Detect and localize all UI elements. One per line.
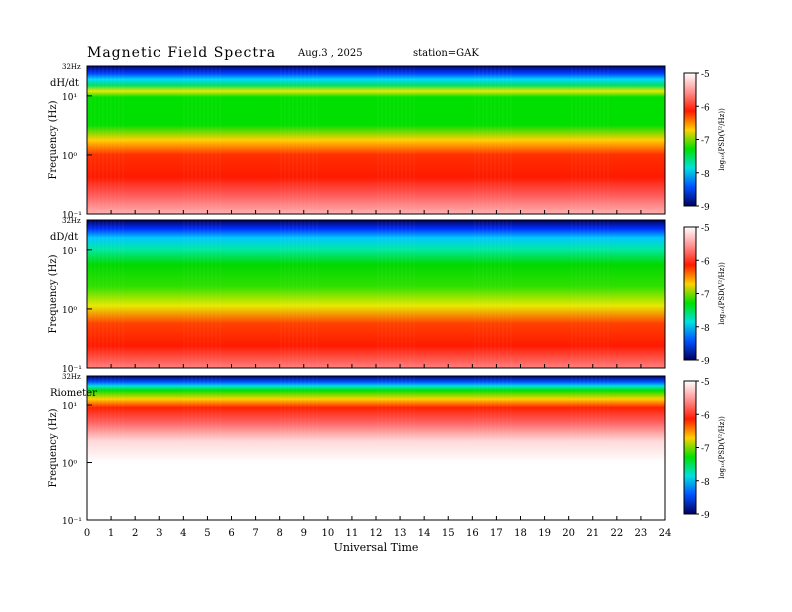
x-tick-label: 2 — [132, 528, 138, 539]
colorbar — [683, 72, 697, 207]
x-tick-label: 19 — [538, 528, 551, 539]
x-tick-label: 3 — [156, 528, 162, 539]
colorbar-tick-label: -5 — [701, 378, 710, 388]
colorbar-tick-label: -5 — [701, 70, 710, 80]
x-tick-label: 9 — [301, 528, 307, 539]
x-axis-label: Universal Time — [334, 541, 419, 554]
colorbar-tick-label: -9 — [701, 511, 710, 521]
x-tick-label: 5 — [204, 528, 210, 539]
x-tick-label: 7 — [252, 528, 258, 539]
x-tick-label: 13 — [394, 528, 407, 539]
heatmap-1 — [87, 220, 665, 368]
colorbar-tick-label: -6 — [701, 257, 710, 267]
colorbar-tick-label: -8 — [701, 324, 710, 334]
top-tick-label: 32Hz — [62, 217, 81, 225]
x-tick-label: 0 — [84, 528, 90, 539]
colorbar — [683, 380, 697, 515]
y-tick-label: 10⁰ — [62, 306, 77, 316]
y-tick-label: 10¹ — [62, 402, 77, 412]
panel-label: dH/dt — [50, 78, 79, 89]
top-tick-label: 32Hz — [62, 63, 81, 71]
colorbar-label: log₁₀(PSD(V²/Hz)) — [718, 416, 726, 479]
y-axis-label: Frequency (Hz) — [48, 254, 59, 333]
x-tick-label: 12 — [370, 528, 383, 539]
y-tick-label: 10⁰ — [62, 152, 77, 162]
x-tick-label: 20 — [562, 528, 575, 539]
heatmap-0 — [87, 66, 665, 214]
y-axis-label: Frequency (Hz) — [48, 408, 59, 487]
x-tick-label: 21 — [586, 528, 599, 539]
y-tick-label: 10¹ — [62, 247, 77, 257]
chart-title: Magnetic Field Spectra — [87, 45, 277, 61]
y-tick-label: 10⁻¹ — [62, 365, 82, 375]
x-tick-label: 14 — [418, 528, 431, 539]
colorbar-tick-label: -7 — [701, 445, 710, 455]
colorbar-label: log₁₀(PSD(V²/Hz)) — [718, 262, 726, 325]
x-tick-label: 24 — [659, 528, 672, 539]
panel-label: Riometer — [50, 388, 97, 399]
station-label: station=GAK — [413, 48, 479, 59]
x-tick-label: 10 — [321, 528, 334, 539]
x-tick-label: 11 — [346, 528, 359, 539]
colorbar-tick-label: -7 — [701, 291, 710, 301]
x-tick-label: 6 — [228, 528, 234, 539]
colorbar-tick-label: -9 — [701, 357, 710, 367]
colorbar-tick-label: -6 — [701, 103, 710, 113]
colorbar-label: log₁₀(PSD(V²/Hz)) — [718, 108, 726, 171]
colorbar-tick-label: -6 — [701, 411, 710, 421]
colorbar-tick-label: -9 — [701, 203, 710, 213]
colorbar-tick-label: -7 — [701, 137, 710, 147]
x-tick-label: 15 — [442, 528, 455, 539]
y-tick-label: 10⁰ — [62, 460, 77, 470]
colorbar-tick-label: -5 — [701, 224, 710, 234]
x-tick-label: 4 — [180, 528, 186, 539]
x-tick-label: 8 — [276, 528, 282, 539]
date-label: Aug.3 , 2025 — [298, 48, 363, 59]
x-tick-label: 17 — [490, 528, 503, 539]
heatmap-2 — [87, 376, 665, 520]
colorbar-tick-label: -8 — [701, 478, 710, 488]
colorbar-tick-label: -8 — [701, 170, 710, 180]
y-tick-label: 10¹ — [62, 93, 77, 103]
top-tick-label: 32Hz — [62, 373, 81, 381]
x-tick-label: 18 — [514, 528, 527, 539]
x-tick-label: 1 — [108, 528, 114, 539]
panel-label: dD/dt — [50, 232, 78, 243]
x-tick-label: 23 — [635, 528, 648, 539]
colorbar — [683, 226, 697, 361]
y-tick-label: 10⁻¹ — [62, 211, 82, 221]
x-tick-label: 16 — [466, 528, 479, 539]
x-tick-label: 22 — [610, 528, 623, 539]
y-tick-label: 10⁻¹ — [62, 517, 82, 527]
y-axis-label: Frequency (Hz) — [48, 100, 59, 179]
